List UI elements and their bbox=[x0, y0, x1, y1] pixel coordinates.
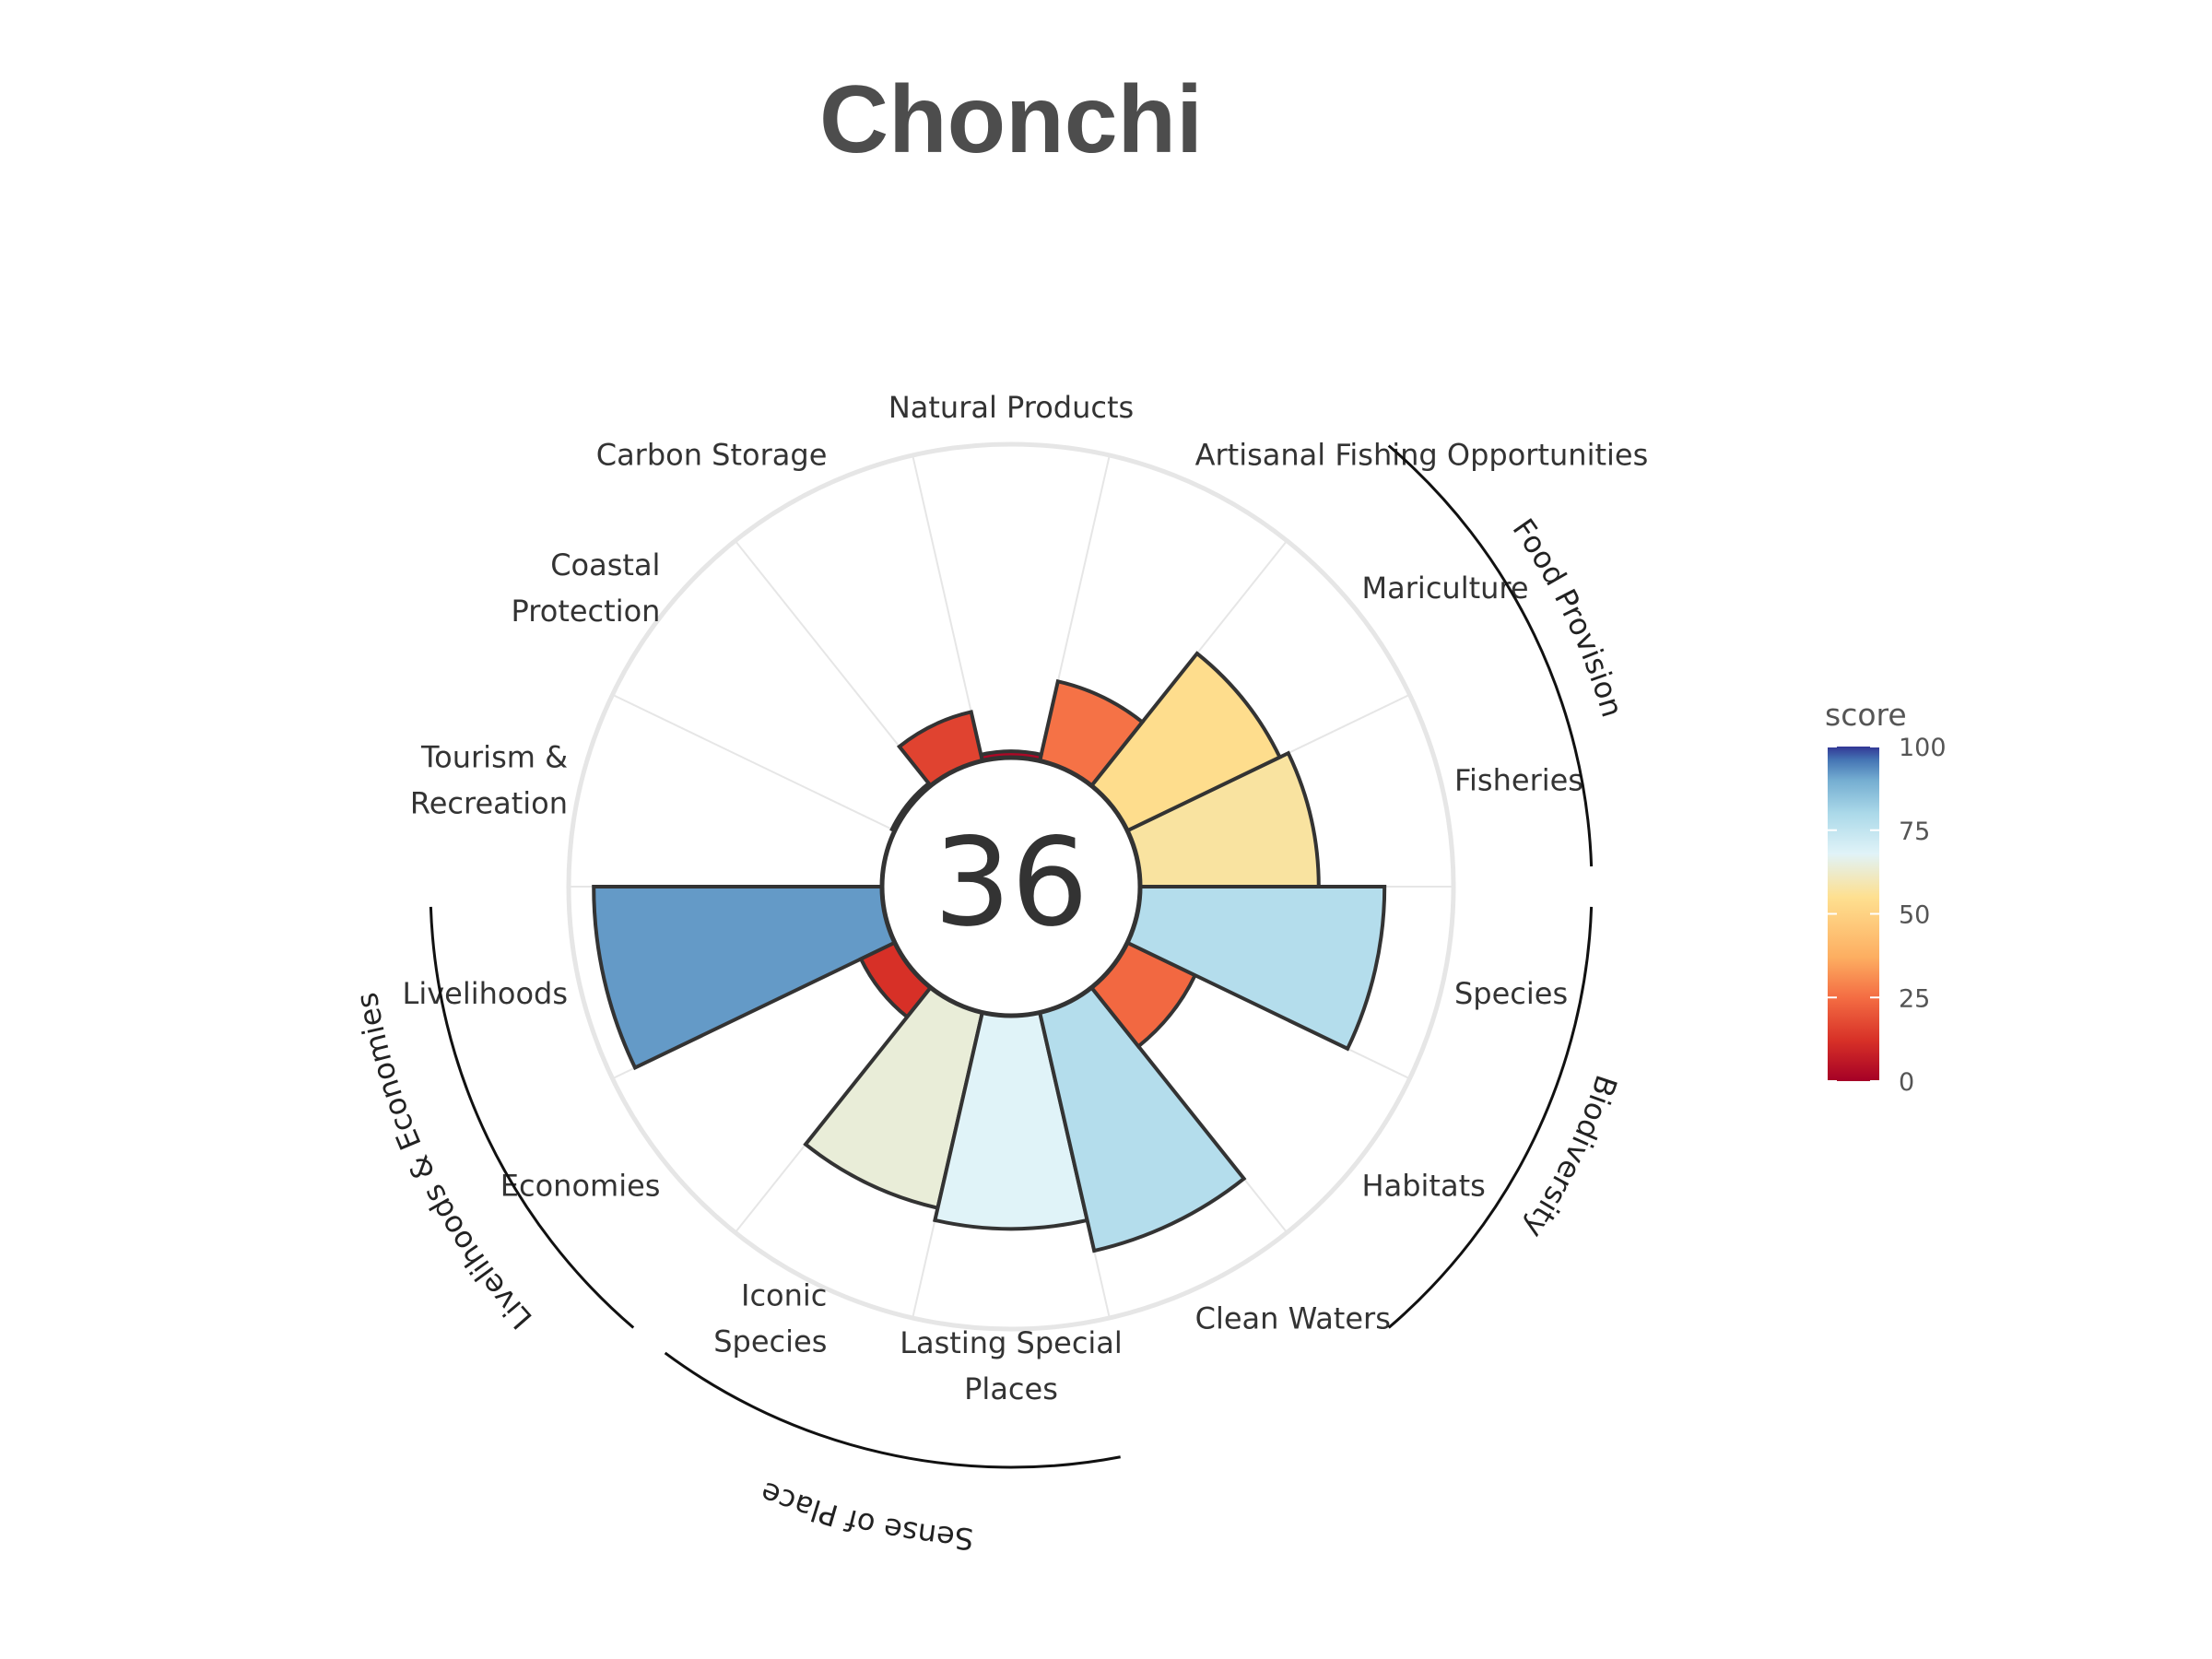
category-label: Livelihoods bbox=[402, 976, 568, 1011]
category-label: Clean Waters bbox=[1195, 1301, 1391, 1336]
category-label: Species bbox=[713, 1324, 827, 1359]
group-arc-livelihoods-and-economies bbox=[429, 906, 635, 1329]
category-label: Recreation bbox=[410, 785, 568, 820]
group-arc-food-provision bbox=[1387, 444, 1594, 867]
group-label-biodiversity: Biodiversity bbox=[1516, 1071, 1624, 1244]
group-label-livelihoods-and-economies: Livelihoods & Economies bbox=[349, 990, 539, 1336]
legend-tick-label: 50 bbox=[1899, 901, 1930, 930]
group-label-sense-of-place: Sense of Place bbox=[756, 1475, 975, 1557]
category-label: Artisanal Fishing Opportunities bbox=[1195, 438, 1649, 473]
bar-livelihoods bbox=[592, 885, 898, 1071]
category-label: Species bbox=[1454, 976, 1568, 1011]
group-arc-sense-of-place bbox=[664, 1351, 1121, 1469]
legend-tick-label: 0 bbox=[1899, 1068, 1914, 1097]
legend-tick-label: 75 bbox=[1899, 818, 1930, 846]
category-label: Iconic bbox=[741, 1278, 827, 1313]
legend-tick-label: 100 bbox=[1899, 734, 1947, 762]
category-label: Fisheries bbox=[1454, 762, 1583, 797]
center-score: 36 bbox=[934, 812, 1088, 954]
category-labels: Fisheries Mariculture Artisanal Fishing Op… bbox=[402, 390, 1648, 1406]
category-label: Natural Products bbox=[888, 390, 1134, 425]
category-label: Coastal bbox=[550, 547, 660, 582]
category-label: Habitats bbox=[1362, 1168, 1486, 1203]
spoke-gridline bbox=[912, 454, 983, 761]
spoke-gridline bbox=[734, 540, 932, 787]
category-label: Economies bbox=[500, 1168, 661, 1203]
center-disc bbox=[879, 755, 1143, 1018]
category-label: Protection bbox=[512, 594, 661, 629]
category-label: Carbon Storage bbox=[596, 438, 828, 473]
category-label: Tourism & bbox=[420, 739, 568, 774]
chart-title: Chonchi bbox=[819, 66, 1203, 173]
group-arc-biodiversity bbox=[1387, 906, 1594, 1329]
category-label: Mariculture bbox=[1362, 571, 1529, 606]
category-label: Lasting Special bbox=[900, 1325, 1123, 1360]
spoke-gridline bbox=[612, 693, 896, 832]
score-legend: score 0 25 50 75 100 bbox=[1825, 697, 1947, 1097]
category-label: Places bbox=[964, 1371, 1058, 1406]
legend-title: score bbox=[1825, 697, 1907, 733]
legend-tick-label: 25 bbox=[1899, 984, 1930, 1013]
